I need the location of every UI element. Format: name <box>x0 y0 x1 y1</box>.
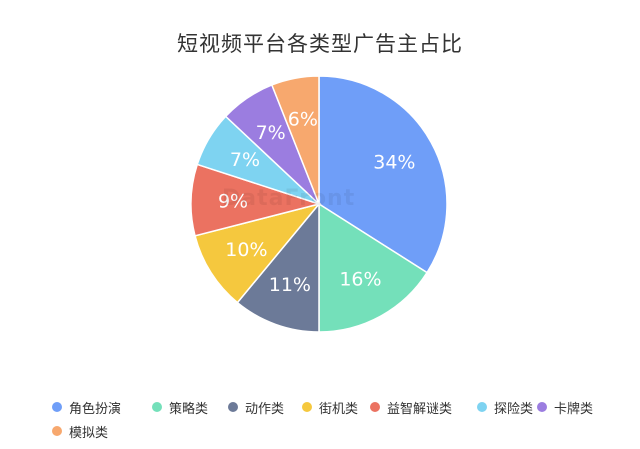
pie-slice-8 <box>270 75 320 205</box>
pie-slice-3 <box>236 201 320 333</box>
legend-item-2[interactable]: 策略类 <box>152 398 209 417</box>
legend-item-7[interactable]: 卡牌类 <box>537 398 594 417</box>
legend-label: 探险类 <box>494 401 534 417</box>
slice-label-4: 10% <box>225 239 267 261</box>
watermark: DataFront <box>222 186 356 211</box>
legend-label: 策略类 <box>169 401 209 417</box>
legend-item-5[interactable]: 益智解谜类 <box>370 398 453 417</box>
pie-slice-4 <box>194 202 322 304</box>
legend-marker <box>152 402 162 412</box>
slice-label-8: 6% <box>288 109 318 131</box>
legend-label: 角色扮演 <box>69 401 122 417</box>
slice-label-3: 11% <box>269 274 311 296</box>
legend-item-6[interactable]: 探险类 <box>477 398 534 417</box>
legend-label: 卡牌类 <box>554 401 594 417</box>
legend-item-4[interactable]: 街机类 <box>302 398 359 417</box>
legend-label: 模拟类 <box>69 425 109 441</box>
legend-marker <box>370 402 380 412</box>
pie-slice-2 <box>318 202 429 333</box>
legend-marker <box>52 426 62 436</box>
slice-label-5: 9% <box>218 190 248 212</box>
slice-label-6: 7% <box>230 149 260 171</box>
legend-marker <box>52 402 62 412</box>
legend-item-8[interactable]: 模拟类 <box>52 422 109 441</box>
legend-label: 益智解谜类 <box>387 401 453 417</box>
slice-label-2: 16% <box>339 268 381 290</box>
chart-title: 短视频平台各类型广告主占比 <box>177 32 463 56</box>
legend-marker <box>228 402 238 412</box>
legend-marker <box>537 402 547 412</box>
legend-item-1[interactable]: 角色扮演 <box>52 398 122 417</box>
legend-label: 街机类 <box>319 401 359 417</box>
legend-marker <box>302 402 312 412</box>
legend-item-3[interactable]: 动作类 <box>228 398 285 417</box>
slice-label-1: 34% <box>373 152 415 174</box>
legend-label: 动作类 <box>245 401 285 417</box>
slice-label-7: 7% <box>256 122 286 144</box>
legend-marker <box>477 402 487 412</box>
